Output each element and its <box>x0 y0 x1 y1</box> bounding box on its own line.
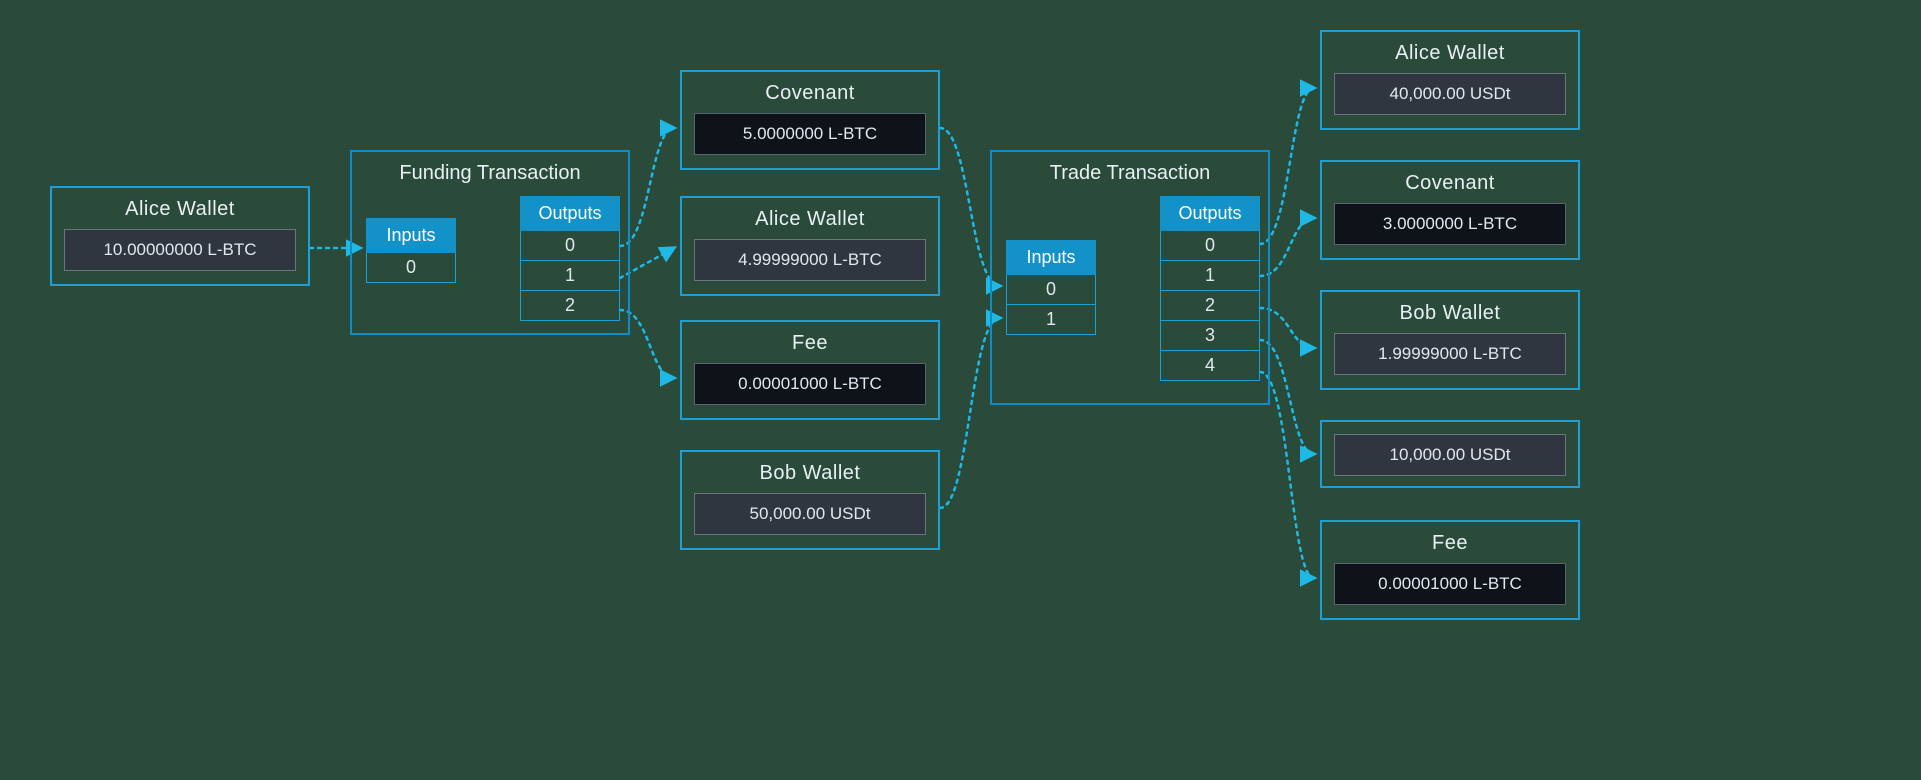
box-title: Alice Wallet <box>682 198 938 239</box>
diagram-canvas: Alice Wallet 10.00000000 L-BTC Funding T… <box>0 0 1921 780</box>
io-row: 0 <box>1006 275 1096 305</box>
box-value: 4.99999000 L-BTC <box>694 239 926 281</box>
io-row: 2 <box>520 291 620 321</box>
box-title: Fee <box>682 322 938 363</box>
io-header: Inputs <box>1006 240 1096 275</box>
alice-wallet-source: Alice Wallet 10.00000000 L-BTC <box>50 186 310 286</box>
io-row: 1 <box>1006 305 1096 335</box>
box-value: 0.00001000 L-BTC <box>1334 563 1566 605</box>
io-header: Outputs <box>1160 196 1260 231</box>
box-value: 5.0000000 L-BTC <box>694 113 926 155</box>
bob-wallet-btc-out: Bob Wallet 1.99999000 L-BTC <box>1320 290 1580 390</box>
io-header: Outputs <box>520 196 620 231</box>
io-row: 3 <box>1160 321 1260 351</box>
connection-layer <box>0 0 1921 780</box>
trade-inputs: Inputs 0 1 <box>1006 240 1096 335</box>
box-title: Fee <box>1322 522 1578 563</box>
tx-title: Trade Transaction <box>992 162 1268 185</box>
funding-outputs: Outputs 0 1 2 <box>520 196 620 321</box>
io-row: 0 <box>1160 231 1260 261</box>
box-value: 1.99999000 L-BTC <box>1334 333 1566 375</box>
bob-wallet-source: Bob Wallet 50,000.00 USDt <box>680 450 940 550</box>
box-title: Alice Wallet <box>1322 32 1578 73</box>
covenant-box-1: Covenant 5.0000000 L-BTC <box>680 70 940 170</box>
box-value: 40,000.00 USDt <box>1334 73 1566 115</box>
covenant-box-2: Covenant 3.0000000 L-BTC <box>1320 160 1580 260</box>
io-row: 2 <box>1160 291 1260 321</box>
box-title: Covenant <box>682 72 938 113</box>
box-value: 10,000.00 USDt <box>1334 434 1566 476</box>
funding-inputs: Inputs 0 <box>366 218 456 283</box>
box-value: 10.00000000 L-BTC <box>64 229 296 271</box>
io-row: 1 <box>1160 261 1260 291</box>
io-row: 1 <box>520 261 620 291</box>
tx-title: Funding Transaction <box>352 162 628 185</box>
fee-box-2: Fee 0.00001000 L-BTC <box>1320 520 1580 620</box>
box-title: Alice Wallet <box>52 188 308 229</box>
box-value: 3.0000000 L-BTC <box>1334 203 1566 245</box>
box-value: 50,000.00 USDt <box>694 493 926 535</box>
io-row: 0 <box>366 253 456 283</box>
fee-box-1: Fee 0.00001000 L-BTC <box>680 320 940 420</box>
bob-wallet-usdt-out: 10,000.00 USDt <box>1320 420 1580 488</box>
trade-outputs: Outputs 0 1 2 3 4 <box>1160 196 1260 381</box>
box-title: Bob Wallet <box>1322 292 1578 333</box>
box-value: 0.00001000 L-BTC <box>694 363 926 405</box>
alice-wallet-change: Alice Wallet 4.99999000 L-BTC <box>680 196 940 296</box>
io-row: 0 <box>520 231 620 261</box>
box-title: Covenant <box>1322 162 1578 203</box>
io-header: Inputs <box>366 218 456 253</box>
alice-wallet-out: Alice Wallet 40,000.00 USDt <box>1320 30 1580 130</box>
box-title: Bob Wallet <box>682 452 938 493</box>
io-row: 4 <box>1160 351 1260 381</box>
